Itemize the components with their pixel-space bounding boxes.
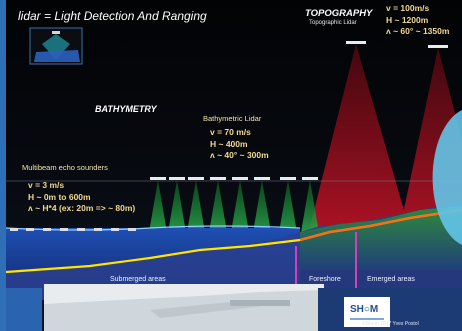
left-frame <box>0 0 6 331</box>
emerged-highlight <box>432 110 462 245</box>
topography-specs: v = 100m/s H ~ 1200m ʌ ~ 60° ~ 1350m <box>386 3 449 38</box>
topography-height: H ~ 1200m <box>386 14 429 25</box>
diagram-title: lidar = Light Detection And Ranging <box>18 9 207 23</box>
coastline-emerged <box>299 208 462 242</box>
bathymetric-lidar-title: Bathymetric Lidar <box>203 114 262 123</box>
lidar-aircraft <box>150 177 318 180</box>
shom-logo-text: SH○M <box>350 304 379 315</box>
bathymetric-lidar-specs: v = 70 m/s H ~ 400m ʌ ~ 40° ~ 300m <box>210 127 269 162</box>
sea-surface <box>5 225 301 231</box>
multibeam-specs: v = 3 m/s H ~ 0m to 600m ʌ ~ H*4 (ex: 20… <box>28 180 135 215</box>
topography-speed: v = 100m/s <box>386 3 430 13</box>
zone-submerged-label: Submerged areas <box>110 276 166 283</box>
emerged-land <box>300 206 462 270</box>
airport-photo <box>6 284 324 331</box>
multibeam-title: Multibeam echo sounders <box>22 163 108 172</box>
multibeam-swath: ʌ ~ H*4 (ex: 20m => ~ 80m) <box>28 203 136 213</box>
bathymetric-lidar-height: H ~ 400m <box>210 138 248 149</box>
sonar-boats <box>10 228 136 231</box>
bathymetry-title: BATHYMETRY <box>95 104 157 114</box>
shom-logo-underline <box>350 318 384 320</box>
image-credit: ©Shom 2017 Yves Postol <box>362 321 419 327</box>
bottom-right-panel <box>318 288 462 331</box>
zone-foreshore-label: Foreshore <box>309 276 341 283</box>
topo-aircraft-2 <box>428 45 448 48</box>
topo-aircraft-1 <box>346 41 366 44</box>
shom-logo: SH○M <box>344 297 390 327</box>
multibeam-depth: H ~ 0m to 600m <box>28 191 91 202</box>
topography-title: TOPOGRAPHY <box>305 8 373 19</box>
topography-swath: ʌ ~ 60° ~ 1350m <box>386 26 450 36</box>
topo-beam-1 <box>300 44 420 266</box>
lidar-inset-image <box>29 27 83 65</box>
bathymetric-lidar-swath: ʌ ~ 40° ~ 300m <box>210 150 269 160</box>
zone-emerged-label: Emerged areas <box>367 276 415 283</box>
multibeam-speed: v = 3 m/s <box>28 180 65 190</box>
bathymetric-lidar-speed: v = 70 m/s <box>210 127 251 137</box>
topography-subtitle: Topographic Lidar <box>309 20 357 26</box>
